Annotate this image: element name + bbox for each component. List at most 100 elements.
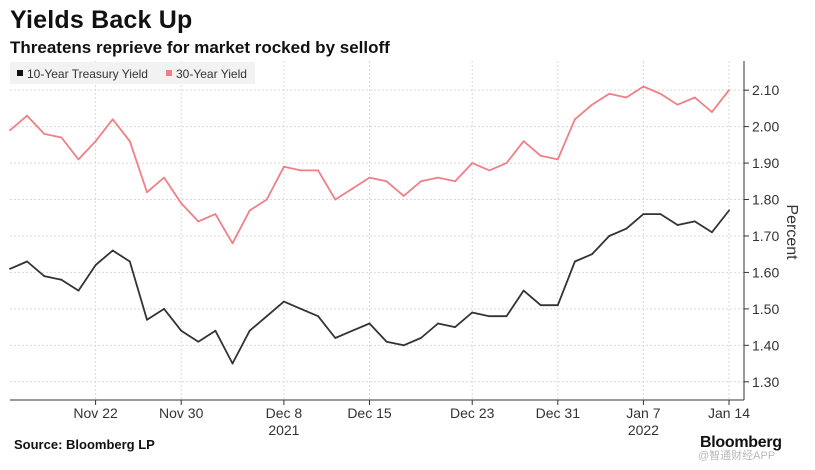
series-layer [9,85,730,365]
data-point-30-year-yield [522,140,525,143]
data-point-30-year-yield [556,158,559,161]
y-tick-label: 1.50 [752,301,779,317]
data-point-10-year-treasury-yield [43,275,46,277]
data-point-10-year-treasury-yield [283,300,285,303]
data-point-30-year-yield [693,96,696,99]
data-point-10-year-treasury-yield [539,304,542,307]
data-point-10-year-treasury-yield [625,227,628,230]
data-point-10-year-treasury-yield [471,311,474,314]
data-point-30-year-yield [488,169,491,172]
y-tick-label: 1.60 [752,264,779,280]
legend-background [10,62,255,84]
data-point-30-year-yield [265,198,268,201]
data-point-30-year-yield [146,191,148,194]
chart-subtitle: Threatens reprieve for market rocked by … [10,38,390,57]
legend-swatch-30-year [166,70,172,76]
data-point-10-year-treasury-yield [317,315,320,318]
data-point-30-year-yield [402,194,405,197]
data-point-10-year-treasury-yield [368,322,371,325]
data-point-10-year-treasury-yield [488,315,491,318]
legend-label-30-year: 30-Year Yield [176,67,247,81]
data-point-10-year-treasury-yield [676,224,679,226]
y-axis-label: Percent [783,204,800,260]
chart-area: 10-Year Treasury Yield 30-Year Yield 1.3… [0,60,815,440]
data-point-10-year-treasury-yield [128,260,131,263]
data-point-10-year-treasury-yield [437,322,439,325]
y-tick-label: 1.40 [752,337,779,353]
data-point-30-year-yield [231,242,234,245]
data-point-10-year-treasury-yield [9,267,11,270]
data-point-30-year-yield [334,198,337,201]
data-point-10-year-treasury-yield [94,264,97,267]
data-point-30-year-yield [505,162,508,164]
data-point-30-year-yield [111,118,114,121]
data-point-10-year-treasury-yield [265,315,268,318]
x-tick-label: Dec 31 [536,405,581,421]
data-point-30-year-yield [283,165,285,168]
data-point-10-year-treasury-yield [728,209,730,212]
data-point-10-year-treasury-yield [60,278,63,281]
data-point-10-year-treasury-yield [642,213,645,215]
data-point-10-year-treasury-yield [163,307,165,310]
data-point-30-year-yield [385,180,388,183]
chart-title: Yields Back Up [10,6,193,34]
x-tick-label: Jan 7 [626,405,660,421]
data-point-30-year-yield [419,180,422,183]
data-point-30-year-yield [26,114,29,117]
data-point-30-year-yield [471,162,474,164]
data-point-10-year-treasury-yield [710,231,713,234]
x-tick-label: Jan 14 [708,405,750,421]
data-point-30-year-yield [539,154,542,157]
data-point-30-year-yield [248,209,251,212]
data-point-10-year-treasury-yield [454,326,456,328]
source-note: Source: Bloomberg LP [14,437,155,452]
data-point-10-year-treasury-yield [231,362,234,365]
data-point-10-year-treasury-yield [693,220,696,223]
data-point-30-year-yield [180,202,183,205]
data-point-30-year-yield [300,169,302,172]
x-tick-label: Nov 22 [73,405,118,421]
data-point-10-year-treasury-yield [77,289,80,292]
data-point-10-year-treasury-yield [574,260,576,263]
data-point-30-year-yield [710,111,713,113]
x-tick-year-label: 2022 [628,422,659,438]
data-point-30-year-yield [454,180,456,183]
data-point-10-year-treasury-yield [197,340,200,343]
y-tick-label: 1.90 [752,155,779,171]
y-axis-ticks: 1.30 1.40 1.50 1.60 1.70 1.80 1.90 2.00 2.10 [744,82,779,390]
data-point-10-year-treasury-yield [146,318,148,321]
data-point-10-year-treasury-yield [505,315,508,318]
data-point-10-year-treasury-yield [214,329,217,332]
x-tick-label: Nov 30 [159,405,204,421]
y-tick-label: 1.80 [752,192,779,208]
data-point-30-year-yield [60,136,63,139]
data-point-30-year-yield [608,92,611,95]
x-tick-label: Dec 15 [347,405,392,421]
data-point-10-year-treasury-yield [180,329,183,332]
data-point-30-year-yield [351,187,354,190]
data-point-10-year-treasury-yield [26,260,29,263]
data-point-10-year-treasury-yield [351,329,354,332]
plot-background [10,61,744,400]
data-point-10-year-treasury-yield [659,213,662,215]
data-point-10-year-treasury-yield [402,344,405,347]
data-point-30-year-yield [591,103,593,106]
chart-svg: 10-Year Treasury Yield 30-Year Yield 1.3… [9,61,800,438]
data-point-30-year-yield [659,92,662,95]
data-point-30-year-yield [214,213,217,215]
data-point-30-year-yield [437,176,439,179]
data-point-10-year-treasury-yield [385,340,388,343]
data-point-10-year-treasury-yield [334,337,337,339]
data-point-30-year-yield [574,118,576,121]
data-point-10-year-treasury-yield [556,304,559,307]
data-point-30-year-yield [94,140,97,143]
y-tick-label: 1.30 [752,374,779,390]
data-point-30-year-yield [128,140,131,143]
x-tick-label: Dec 8 [266,405,303,421]
data-point-10-year-treasury-yield [522,289,525,292]
data-point-30-year-yield [9,129,11,132]
data-point-10-year-treasury-yield [591,253,593,256]
gridlines [10,61,744,400]
legend: 10-Year Treasury Yield 30-Year Yield [10,62,255,84]
data-point-30-year-yield [197,220,200,223]
